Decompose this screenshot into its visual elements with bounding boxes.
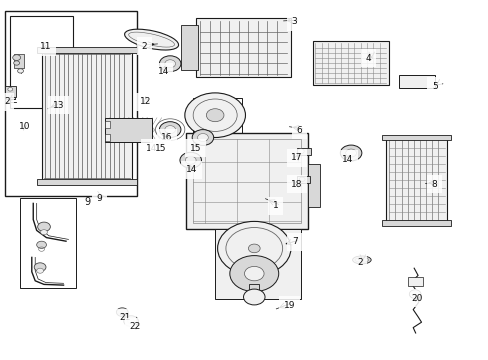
Text: 9: 9 — [96, 194, 102, 203]
Text: 19: 19 — [283, 301, 295, 310]
Bar — [407, 277, 422, 286]
Text: 5: 5 — [431, 82, 437, 91]
Bar — [185, 133, 307, 229]
Bar — [14, 54, 24, 68]
Text: 2: 2 — [4, 97, 10, 106]
Bar — [193, 139, 300, 223]
Text: 3: 3 — [291, 17, 297, 26]
Circle shape — [159, 56, 181, 72]
Text: 2: 2 — [142, 41, 147, 50]
Bar — [181, 25, 198, 70]
Bar — [297, 176, 309, 183]
Bar — [382, 220, 450, 226]
Text: 14: 14 — [185, 165, 197, 174]
Circle shape — [14, 61, 20, 65]
Circle shape — [185, 156, 196, 164]
Circle shape — [217, 221, 290, 275]
Circle shape — [123, 316, 138, 327]
Bar — [398, 75, 434, 88]
Text: 8: 8 — [430, 180, 436, 189]
Text: 13: 13 — [53, 100, 64, 109]
Text: 16: 16 — [161, 133, 173, 142]
Bar — [312, 41, 388, 85]
Circle shape — [13, 55, 20, 60]
Bar — [105, 121, 110, 128]
Bar — [193, 98, 242, 134]
Text: 14: 14 — [157, 68, 168, 77]
Text: 18: 18 — [291, 180, 303, 189]
Circle shape — [340, 145, 361, 161]
Bar — [382, 135, 450, 140]
Text: 12: 12 — [140, 97, 151, 106]
Circle shape — [408, 290, 420, 298]
Circle shape — [345, 149, 356, 157]
Bar — [5, 11, 137, 196]
Circle shape — [197, 134, 208, 141]
Circle shape — [180, 152, 201, 168]
Text: 1: 1 — [272, 202, 278, 210]
Text: 9: 9 — [84, 197, 90, 207]
Circle shape — [37, 241, 46, 248]
Text: 7: 7 — [291, 238, 297, 246]
Text: 4: 4 — [365, 54, 371, 63]
Bar — [14, 54, 24, 68]
Bar — [5, 86, 16, 97]
Circle shape — [248, 244, 260, 253]
Bar — [41, 50, 132, 182]
Text: 17: 17 — [291, 153, 303, 162]
Text: 10: 10 — [19, 122, 30, 131]
Circle shape — [116, 308, 128, 316]
Text: 11: 11 — [40, 42, 52, 51]
Circle shape — [41, 230, 47, 235]
Bar — [386, 137, 447, 223]
Bar — [296, 148, 310, 155]
Text: 6: 6 — [296, 126, 302, 135]
Text: 15: 15 — [189, 144, 201, 153]
Bar — [249, 284, 259, 292]
Circle shape — [206, 109, 224, 122]
Text: 14: 14 — [342, 154, 353, 163]
Circle shape — [8, 87, 13, 91]
Text: 14: 14 — [145, 144, 157, 153]
Bar — [105, 118, 151, 142]
Bar — [105, 134, 110, 141]
Circle shape — [164, 126, 175, 134]
Bar — [195, 18, 290, 77]
Text: 15: 15 — [155, 144, 166, 153]
Circle shape — [18, 69, 23, 73]
Bar — [37, 47, 137, 53]
Ellipse shape — [352, 256, 370, 264]
Text: 22: 22 — [129, 323, 141, 331]
Bar — [215, 229, 300, 299]
Text: 2: 2 — [356, 258, 362, 266]
Bar — [37, 179, 137, 185]
Circle shape — [34, 263, 46, 271]
Circle shape — [244, 266, 264, 281]
Bar — [307, 164, 320, 207]
Circle shape — [38, 222, 50, 231]
Text: 20: 20 — [411, 294, 422, 302]
Circle shape — [164, 60, 175, 68]
Circle shape — [159, 122, 181, 138]
Circle shape — [243, 289, 264, 305]
Circle shape — [229, 256, 278, 292]
Bar — [6, 88, 15, 99]
Circle shape — [297, 149, 304, 154]
Circle shape — [192, 130, 213, 145]
Circle shape — [184, 93, 245, 138]
Ellipse shape — [124, 29, 178, 50]
Bar — [20, 198, 76, 288]
Bar — [10, 16, 73, 108]
Text: 21: 21 — [120, 313, 131, 322]
Circle shape — [37, 268, 43, 273]
